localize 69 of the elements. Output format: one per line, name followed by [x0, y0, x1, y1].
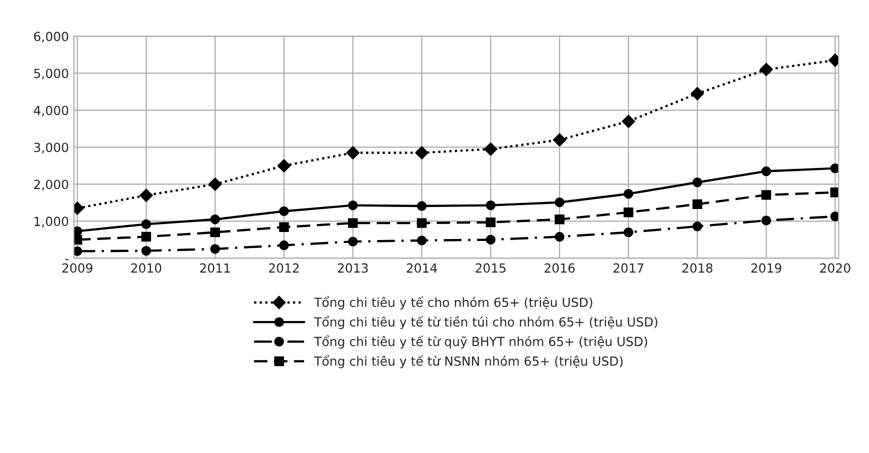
point — [348, 218, 358, 228]
point — [692, 178, 702, 188]
point — [624, 227, 634, 238]
y-tick-label: 2,000 — [34, 180, 68, 190]
point — [277, 159, 291, 172]
x-tick-label: 2015 — [476, 263, 506, 273]
point — [690, 86, 704, 100]
point — [761, 190, 772, 200]
point — [208, 178, 222, 191]
y-tick-label: 5,000 — [34, 68, 68, 80]
point — [74, 246, 82, 256]
x-tick-label: 2020 — [820, 263, 850, 273]
point — [279, 240, 289, 250]
point — [486, 217, 496, 228]
point — [140, 188, 153, 202]
legend-label: Tổng chi tiêu y tế cho nhóm 65+ (triệu USD) — [314, 296, 592, 310]
point — [830, 187, 839, 198]
legend-label: Tổng chi tiêu y tế từ quỹ BHYT nhóm 65+ (triệu USD) — [314, 335, 648, 349]
legend-label: Tổng chi tiêu y tế từ tiền túi cho nhóm 65+ (triệu USD) — [314, 316, 658, 330]
point — [279, 222, 289, 232]
point — [141, 246, 152, 256]
point — [552, 133, 566, 146]
point — [416, 236, 427, 246]
point — [554, 232, 564, 242]
x-tick-label: 2011 — [200, 263, 230, 273]
point — [830, 212, 839, 222]
point — [761, 216, 772, 226]
point — [830, 163, 839, 174]
x-tick-label: 2012 — [269, 263, 299, 273]
point — [141, 232, 152, 242]
point — [486, 234, 496, 245]
point — [74, 234, 82, 245]
point — [348, 236, 358, 246]
x-tick-label: 2009 — [62, 263, 92, 273]
point — [761, 166, 772, 176]
point — [554, 214, 564, 224]
point — [760, 62, 773, 76]
x-tick-label: 2016 — [544, 263, 575, 273]
point — [346, 146, 360, 160]
point — [416, 218, 427, 228]
point — [415, 146, 428, 160]
x-tick-label: 2010 — [131, 263, 162, 273]
point — [141, 219, 152, 230]
point — [554, 197, 564, 208]
point — [692, 199, 702, 210]
point — [210, 227, 220, 238]
point — [622, 114, 636, 128]
y-tick-label: 1,000 — [34, 216, 68, 228]
y-tick-label: 6,000 — [34, 32, 68, 42]
point — [484, 142, 498, 156]
y-tick-label: - — [65, 259, 68, 260]
point — [279, 206, 289, 216]
point — [486, 200, 496, 210]
point — [624, 188, 634, 199]
point — [416, 201, 427, 211]
y-tick-label: 4,000 — [34, 106, 68, 116]
x-tick-label: 2017 — [613, 263, 644, 273]
y-tick-label: 3,000 — [34, 142, 68, 154]
point — [348, 200, 358, 210]
point — [624, 207, 634, 218]
x-tick-label: 2018 — [682, 263, 712, 273]
x-tick-label: 2019 — [751, 263, 782, 273]
point — [74, 226, 82, 236]
x-tick-label: 2013 — [338, 263, 368, 273]
point — [210, 244, 220, 254]
point — [210, 214, 220, 224]
x-tick-label: 2014 — [406, 263, 437, 273]
legend-label: Tổng chi tiêu y tế từ NSNN nhóm 65+ (triệu USD) — [314, 354, 623, 368]
point — [692, 222, 702, 232]
